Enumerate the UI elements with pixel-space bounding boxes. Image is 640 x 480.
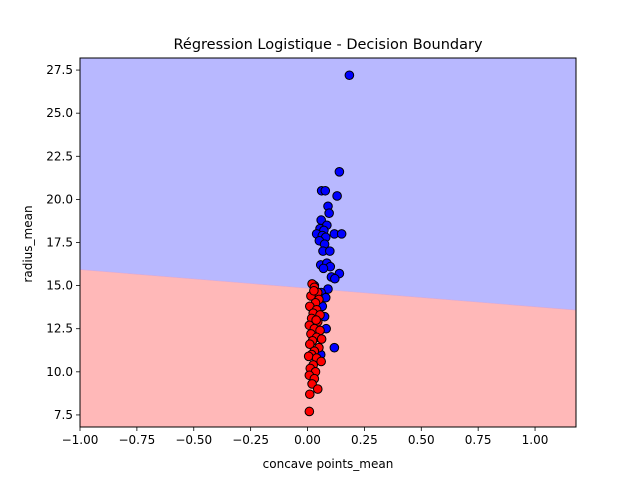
lower-class-region bbox=[80, 269, 576, 427]
data-points bbox=[303, 70, 355, 417]
data-point-series-0-0 bbox=[344, 70, 355, 81]
data-point-series-0-35 bbox=[329, 342, 340, 353]
chart-title: Régression Logistique - Decision Boundar… bbox=[173, 37, 482, 53]
x-tick-label: −0.75 bbox=[118, 433, 155, 447]
data-point-series-0-6 bbox=[324, 208, 334, 218]
y-tick-label: 22.5 bbox=[46, 149, 73, 163]
x-tick-label: −1.00 bbox=[62, 433, 99, 447]
data-point-series-1-18 bbox=[304, 339, 315, 350]
y-axis: 7.5 10.0 12.5 15.0 17.5 20.0 22.5 25.0 27.5 bbox=[46, 63, 80, 422]
data-point-series-1-36 bbox=[309, 285, 319, 296]
y-tick-label: 7.5 bbox=[54, 408, 73, 422]
data-point-series-0-4 bbox=[332, 191, 342, 201]
y-tick-label: 27.5 bbox=[46, 63, 73, 77]
upper-class-region bbox=[80, 58, 576, 311]
data-point-series-1-33 bbox=[304, 406, 315, 417]
data-point-series-0-26 bbox=[330, 273, 340, 284]
y-tick-label: 10.0 bbox=[46, 365, 73, 379]
y-axis-label: radius_mean bbox=[21, 205, 35, 282]
x-tick-label: 0.25 bbox=[351, 433, 378, 447]
x-tick-label: 0.50 bbox=[408, 433, 435, 447]
x-tick-label: −0.50 bbox=[175, 433, 212, 447]
x-tick-label: 1.00 bbox=[522, 433, 549, 447]
y-tick-label: 17.5 bbox=[46, 236, 73, 250]
plot-regions bbox=[79, 58, 577, 427]
data-point-series-1-31 bbox=[312, 384, 323, 394]
data-point-series-0-19 bbox=[325, 246, 335, 256]
y-tick-label: 25.0 bbox=[46, 106, 73, 120]
x-tick-label: 0.75 bbox=[465, 433, 492, 447]
data-point-series-1-22 bbox=[303, 351, 314, 362]
data-point-series-1-24 bbox=[316, 356, 326, 367]
data-point-series-0-23 bbox=[318, 263, 329, 274]
data-point-series-1-35 bbox=[316, 334, 327, 344]
x-axis-label: concave points_mean bbox=[263, 457, 394, 471]
x-tick-label: 0.00 bbox=[294, 433, 321, 447]
x-tick-label: −0.25 bbox=[232, 433, 269, 447]
data-point-series-0-14 bbox=[336, 229, 347, 239]
y-tick-label: 20.0 bbox=[46, 192, 73, 206]
data-point-series-0-3 bbox=[320, 185, 331, 196]
data-point-series-0-1 bbox=[334, 167, 345, 177]
data-point-series-1-32 bbox=[304, 389, 315, 400]
data-point-series-1-34 bbox=[311, 315, 321, 325]
y-tick-label: 12.5 bbox=[46, 322, 73, 336]
x-axis: −1.00 −0.75 −0.50 −0.25 0.00 0.25 0.50 0.75 1.00 bbox=[62, 427, 549, 447]
y-tick-label: 15.0 bbox=[46, 279, 73, 293]
